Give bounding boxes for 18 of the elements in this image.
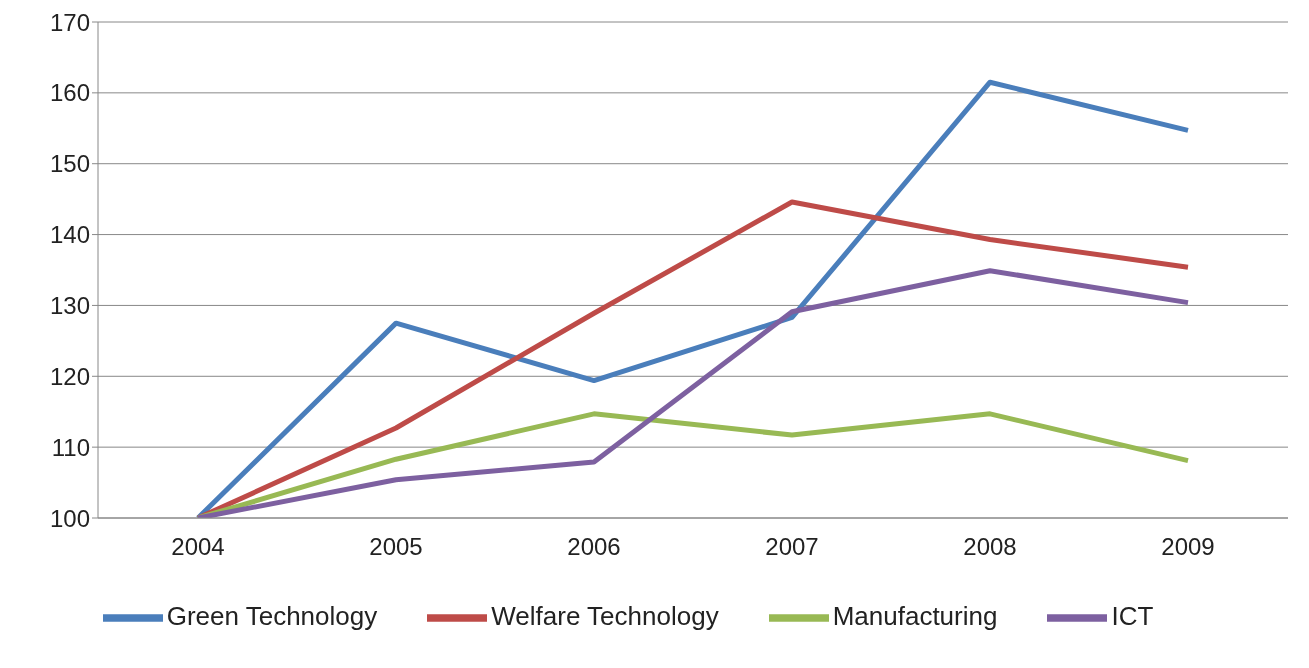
x-tick-label: 2009 bbox=[1161, 533, 1215, 561]
y-tick-label: 120 bbox=[49, 362, 90, 390]
y-tick-label: 160 bbox=[49, 79, 90, 107]
y-tick-label: 140 bbox=[49, 221, 90, 249]
x-tick-label: 2006 bbox=[567, 533, 621, 561]
x-tick-label: 2008 bbox=[963, 533, 1017, 561]
legend-label: Green Technology bbox=[166, 600, 378, 631]
legend-label: ICT bbox=[1111, 600, 1154, 631]
x-tick-label: 2007 bbox=[765, 533, 819, 561]
y-tick-label: 100 bbox=[49, 504, 90, 532]
y-tick-label: 130 bbox=[49, 291, 90, 319]
legend-label: Manufacturing bbox=[832, 600, 998, 631]
x-tick-label: 2005 bbox=[369, 533, 423, 561]
y-tick-label: 110 bbox=[51, 433, 90, 461]
legend-label: Welfare Technology bbox=[491, 600, 719, 631]
y-tick-label: 150 bbox=[49, 150, 90, 178]
x-tick-label: 2004 bbox=[171, 533, 225, 561]
y-tick-label: 170 bbox=[49, 8, 90, 36]
